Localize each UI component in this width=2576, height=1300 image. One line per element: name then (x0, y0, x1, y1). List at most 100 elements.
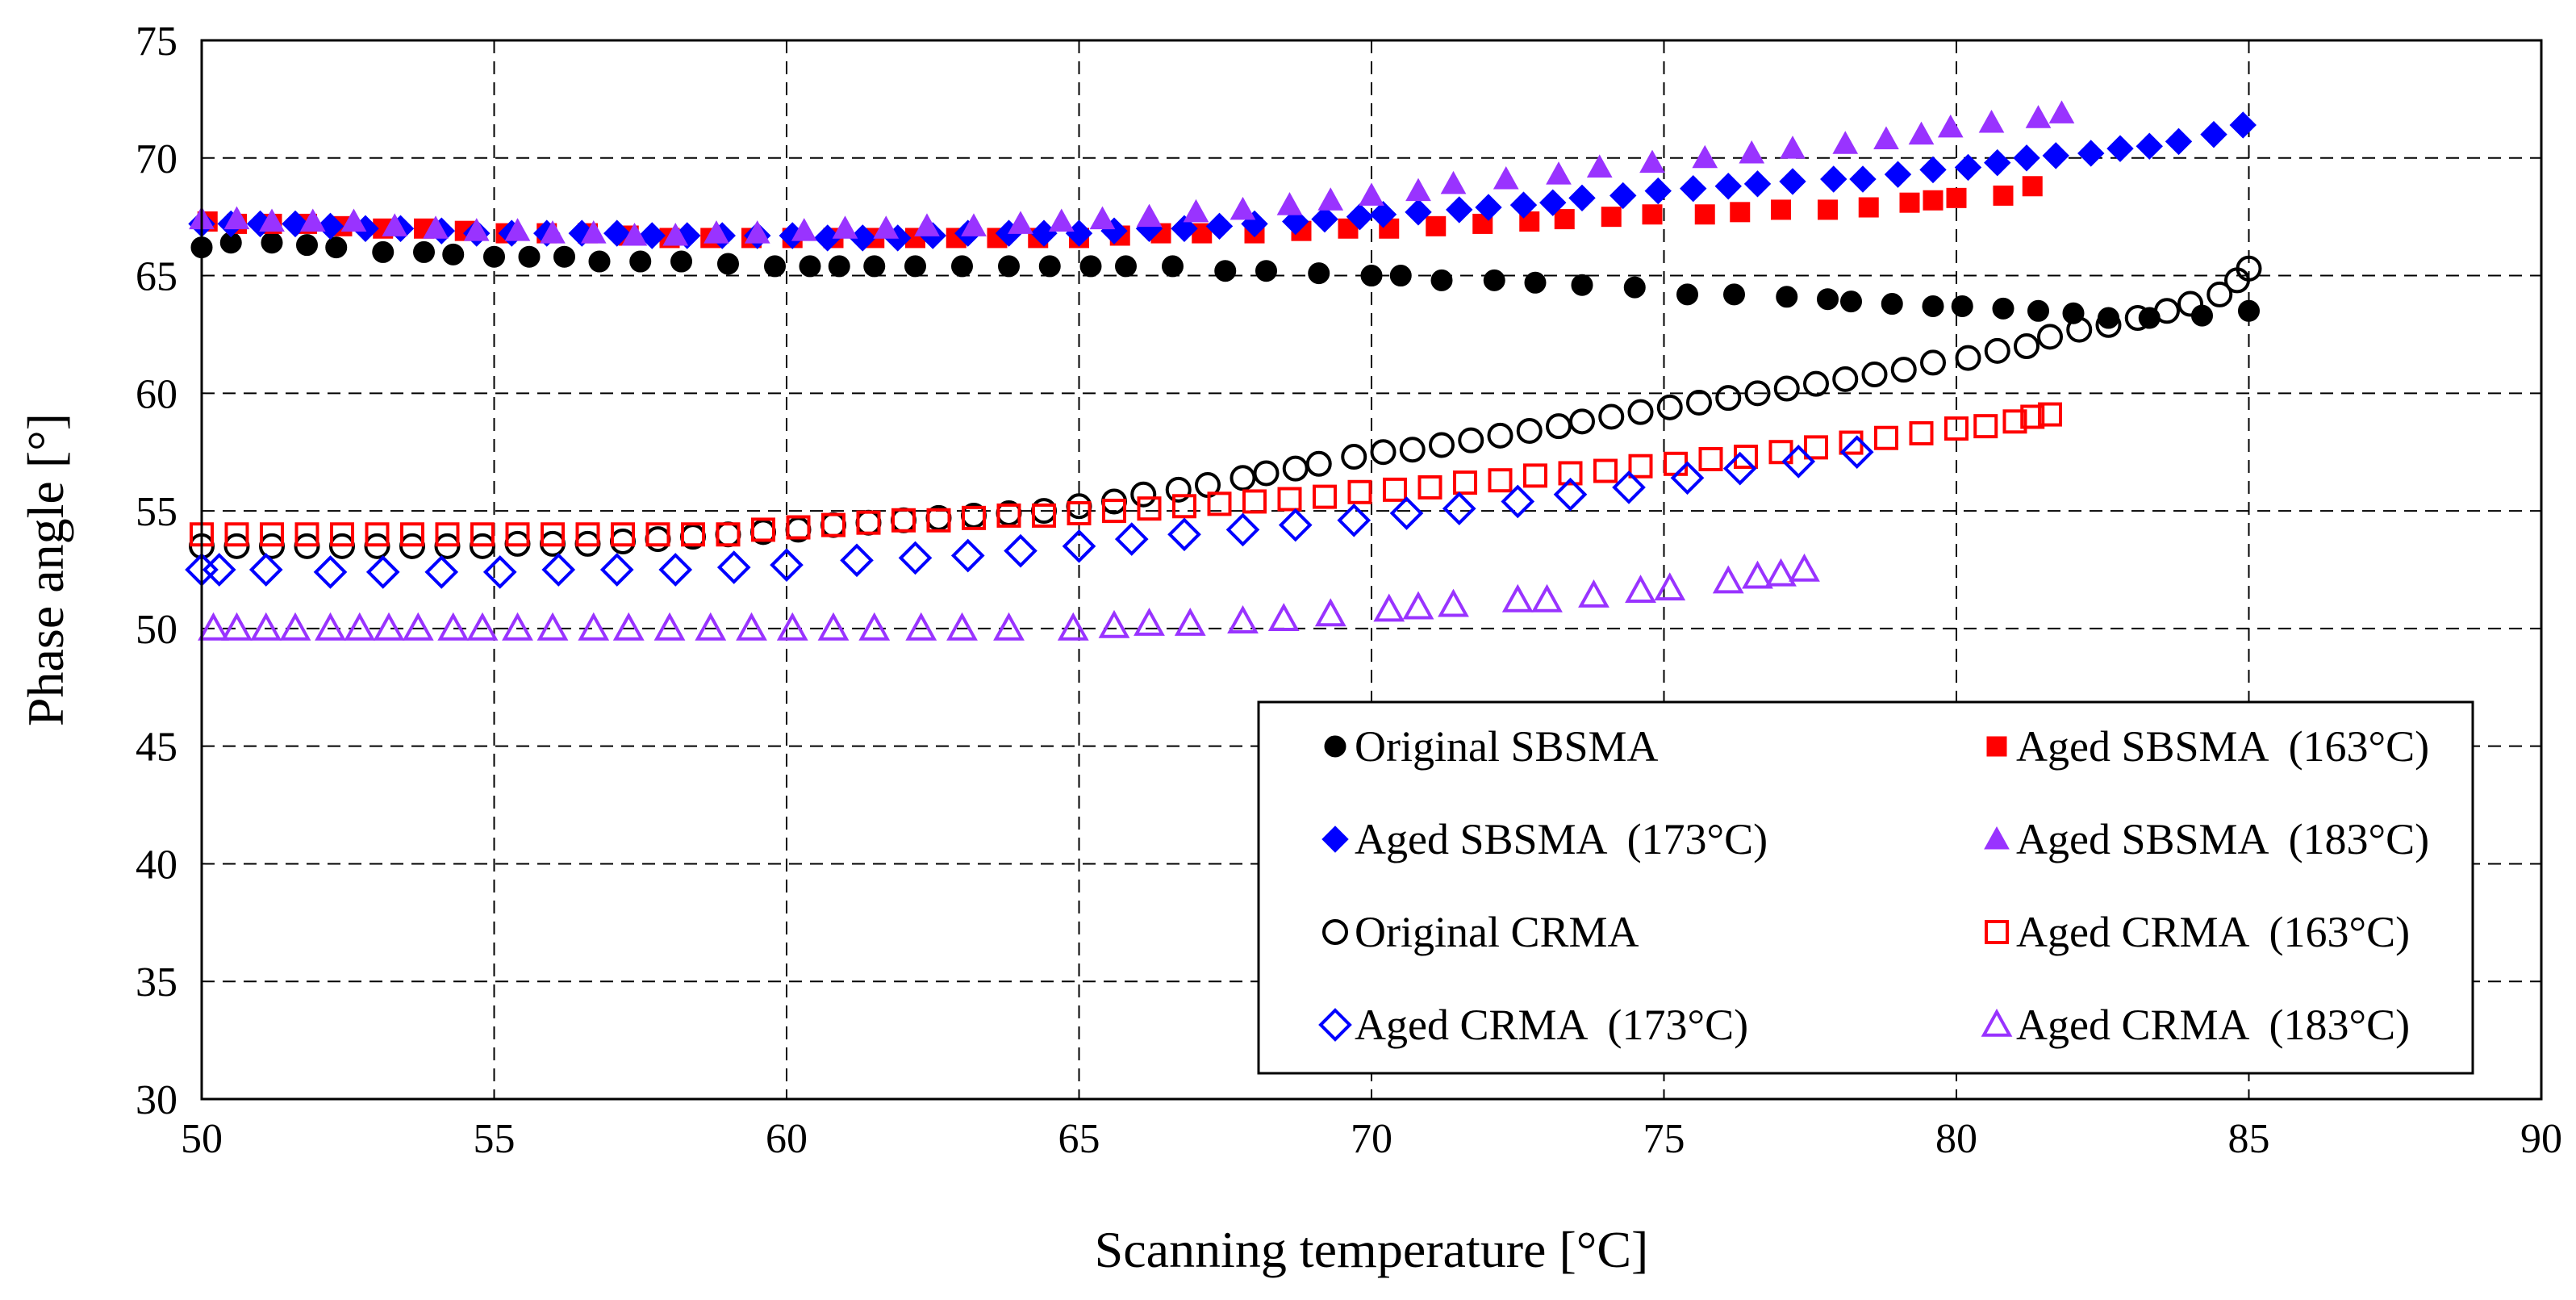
data-point (1446, 196, 1473, 224)
data-point (365, 522, 390, 547)
data-point (1346, 203, 1374, 231)
data-point (1225, 512, 1260, 547)
data-point (1079, 255, 1102, 278)
data-point (1369, 201, 1397, 228)
data-point (1612, 470, 1646, 504)
data-point (2038, 402, 2062, 427)
data-point (1227, 605, 1259, 633)
data-point (296, 234, 318, 257)
data-point (224, 522, 249, 547)
data-point (1305, 450, 1332, 477)
data-point (1832, 366, 1859, 392)
data-point (2106, 135, 2134, 162)
data-point (1389, 496, 1424, 530)
data-point (382, 213, 408, 236)
data-point (1973, 414, 1998, 439)
data-point (1531, 583, 1563, 612)
data-point (1162, 255, 1184, 278)
data-point (905, 612, 937, 641)
data-point (1937, 114, 1964, 138)
data-point (260, 522, 284, 547)
data-point (1951, 295, 1973, 317)
legend-label: Aged SBSMA (163°C) (2016, 722, 2429, 771)
x-tick-label: 70 (1351, 1116, 1392, 1162)
y-tick-label: 40 (136, 842, 177, 888)
data-point (1402, 591, 1434, 620)
data-point (821, 512, 845, 537)
data-point (2002, 409, 2027, 434)
data-point (1776, 286, 1798, 308)
data-point (1426, 215, 1447, 236)
data-point (1899, 192, 1920, 213)
data-point (1509, 191, 1538, 219)
data-point (996, 503, 1021, 528)
data-point (1172, 494, 1196, 519)
legend-marker (1985, 920, 2009, 944)
data-point (1048, 208, 1075, 232)
data-point (1817, 288, 1839, 311)
data-point (553, 245, 575, 268)
data-point (1373, 593, 1405, 622)
data-point (424, 555, 459, 589)
legend: Original SBSMA Aged SBSMA (163°C) Aged SBS… (1257, 700, 2474, 1075)
data-point (645, 522, 670, 547)
data-point (858, 612, 891, 641)
data-point (1568, 184, 1596, 212)
data-point (926, 508, 951, 533)
data-point (1840, 291, 1862, 313)
data-point (1984, 148, 2011, 177)
data-point (1644, 177, 1672, 205)
data-point (1712, 565, 1744, 594)
x-tick-label: 55 (474, 1116, 516, 1162)
data-point (1242, 489, 1267, 514)
data-point (1978, 110, 2005, 133)
data-point (2013, 144, 2040, 172)
legend-box (1257, 700, 2474, 1075)
data-point (1781, 445, 1816, 479)
series-7 (198, 553, 1820, 641)
data-point (946, 612, 978, 641)
data-point (1098, 609, 1130, 638)
data-point (259, 208, 285, 232)
data-point (504, 218, 531, 241)
data-point (502, 612, 533, 641)
data-point (1475, 194, 1502, 221)
data-point (1954, 153, 1982, 182)
data-point (1744, 380, 1771, 407)
data-point (1347, 479, 1372, 504)
data-point (1554, 209, 1575, 230)
data-point (770, 548, 804, 582)
data-point (541, 522, 565, 547)
data-point (483, 245, 505, 268)
legend-marker (1324, 735, 1346, 758)
data-point (1308, 262, 1330, 285)
data-point (1438, 588, 1469, 617)
data-point (2238, 299, 2260, 322)
data-point (1134, 607, 1165, 636)
data-point (776, 612, 808, 641)
data-point (1230, 465, 1256, 491)
data-point (340, 208, 367, 232)
data-point (1873, 126, 1899, 149)
data-point (2022, 176, 2043, 197)
data-point (603, 219, 631, 247)
data-point (1849, 165, 1877, 193)
data-point (898, 541, 933, 575)
data-point (2165, 127, 2193, 156)
data-point (1578, 579, 1609, 608)
data-point (1984, 337, 2010, 364)
data-point (1458, 427, 1484, 454)
data-point (2027, 299, 2049, 322)
data-point (1922, 295, 1944, 317)
legend-marker (1318, 1008, 1352, 1042)
data-point (437, 612, 470, 641)
data-point (1483, 269, 1505, 291)
legend-label: Aged SBSMA (173°C) (1355, 815, 1768, 863)
data-point (1627, 399, 1654, 425)
data-point (372, 240, 395, 263)
data-point (580, 220, 607, 244)
data-point (2066, 316, 2093, 343)
data-point (1858, 197, 1879, 218)
data-point (1524, 271, 1547, 294)
data-point (1167, 517, 1201, 552)
